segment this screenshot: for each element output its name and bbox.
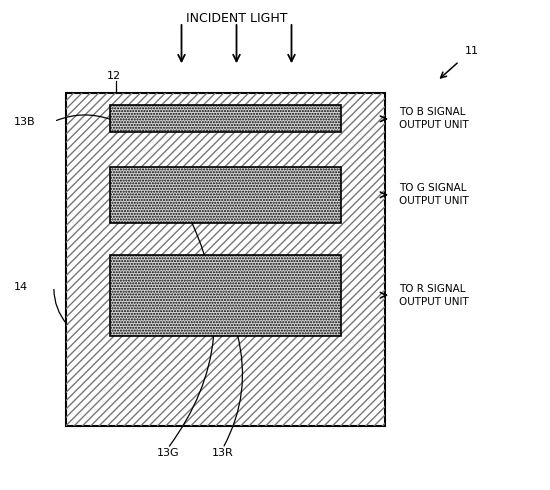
- Text: 14: 14: [14, 282, 28, 292]
- Bar: [110, 167, 341, 223]
- Text: TO B SIGNAL
OUTPUT UNIT: TO B SIGNAL OUTPUT UNIT: [399, 107, 469, 130]
- Text: 11: 11: [465, 47, 478, 56]
- Bar: [66, 93, 385, 426]
- Bar: [110, 105, 341, 132]
- Text: 13B: 13B: [14, 117, 35, 126]
- Bar: [110, 255, 341, 336]
- Text: 12: 12: [107, 71, 122, 81]
- Text: INCIDENT LIGHT: INCIDENT LIGHT: [186, 12, 287, 25]
- Text: TO G SIGNAL
OUTPUT UNIT: TO G SIGNAL OUTPUT UNIT: [399, 183, 469, 206]
- Text: TO R SIGNAL
OUTPUT UNIT: TO R SIGNAL OUTPUT UNIT: [399, 284, 469, 307]
- Text: 13G: 13G: [156, 448, 179, 458]
- Bar: [66, 93, 385, 426]
- Text: 13R: 13R: [212, 448, 234, 458]
